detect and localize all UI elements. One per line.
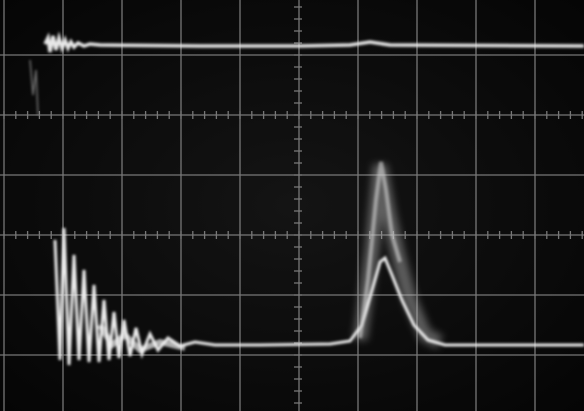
trace-line — [43, 31, 584, 54]
trace-smear — [29, 59, 39, 116]
lower-trace — [53, 161, 584, 366]
pulse-jitter — [358, 161, 402, 339]
upper-trace — [29, 31, 584, 116]
ringing-band — [97, 323, 186, 354]
